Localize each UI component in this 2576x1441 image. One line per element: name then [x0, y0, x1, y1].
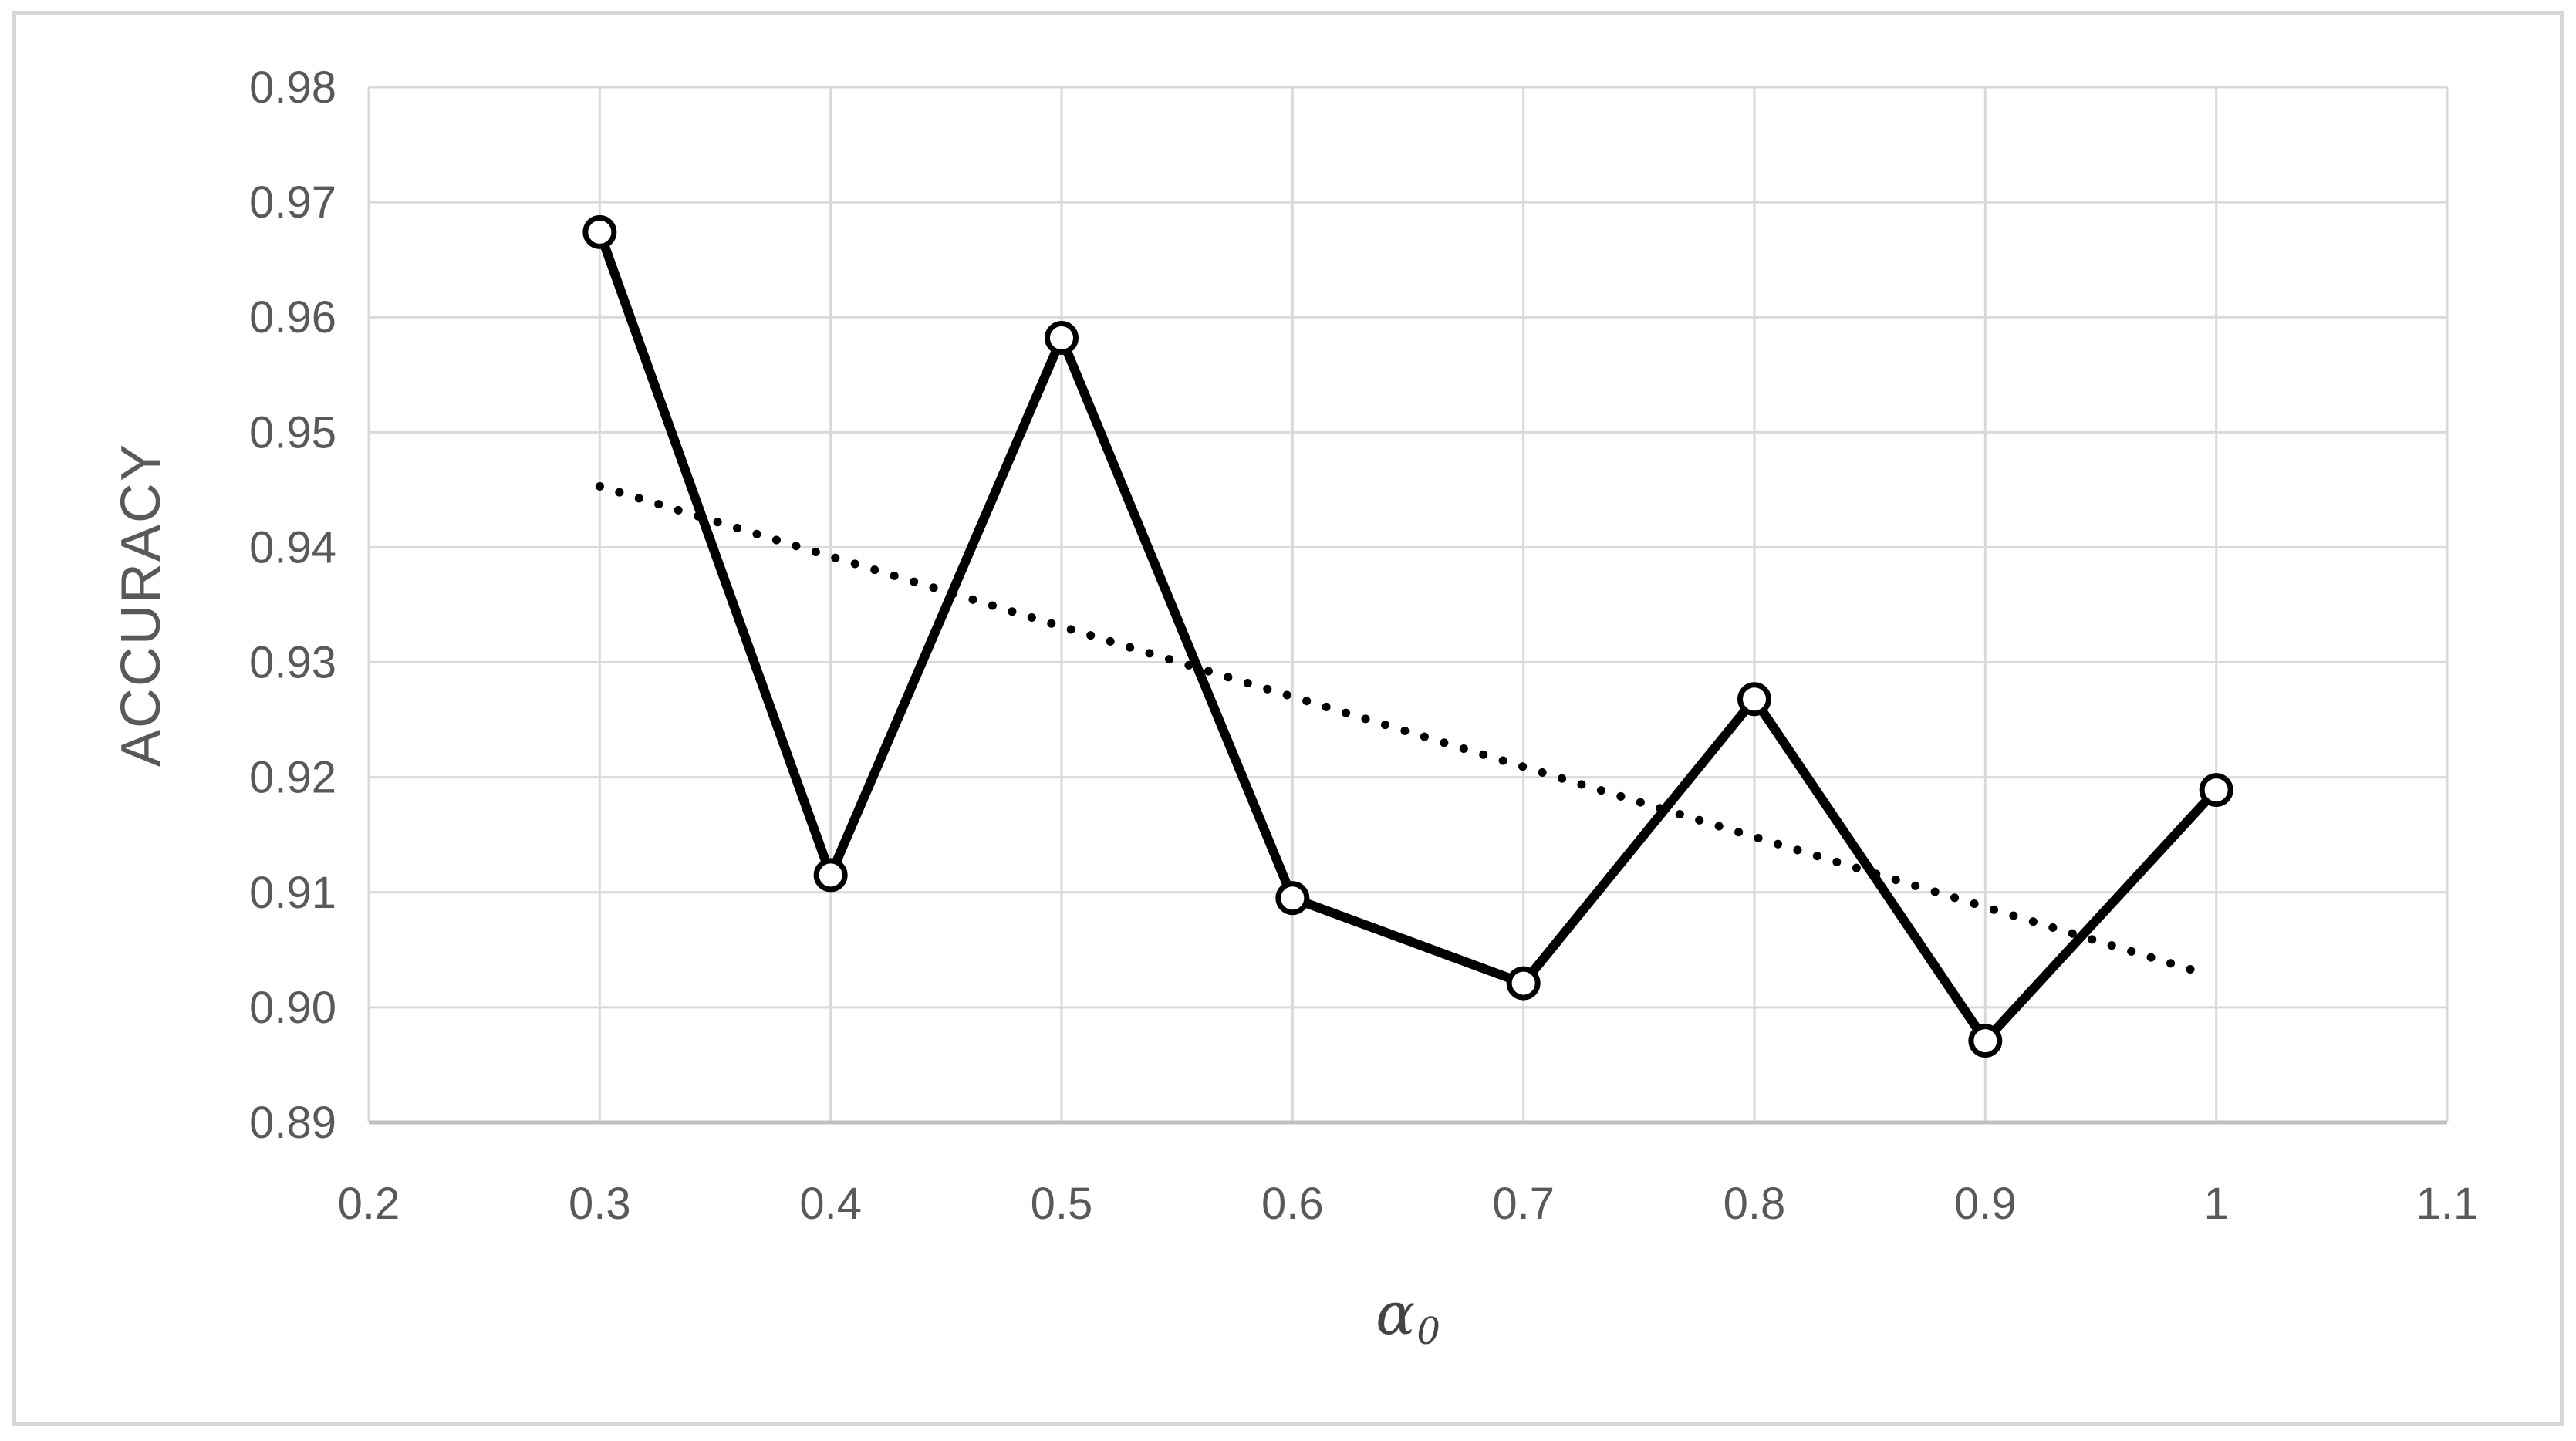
y-tick-label: 0.93	[249, 638, 336, 688]
x-axis-title-subscript: 0	[1416, 1310, 1440, 1354]
series-marker	[1737, 682, 1771, 717]
x-axis-title-alpha: α	[1376, 1278, 1416, 1348]
y-tick-label: 0.92	[249, 753, 336, 803]
y-tick-label: 0.91	[249, 868, 336, 918]
y-tick-label: 0.97	[249, 177, 336, 228]
y-tick-label: 0.94	[249, 522, 336, 572]
x-tick-label: 0.5	[1031, 1179, 1093, 1229]
y-tick-label: 0.90	[249, 983, 336, 1033]
y-tick-label: 0.89	[249, 1098, 336, 1148]
y-tick-label: 0.95	[249, 407, 336, 457]
x-tick-label: 0.7	[1492, 1179, 1555, 1229]
x-tick-label: 1	[2204, 1179, 2229, 1229]
series-marker	[2199, 773, 2233, 808]
series-marker	[582, 214, 617, 249]
trendline-dotted	[595, 481, 2212, 979]
y-tick-label: 0.96	[249, 292, 336, 343]
x-tick-label: 1.1	[2416, 1179, 2479, 1229]
series-marker	[813, 858, 848, 893]
series-marker	[1968, 1024, 2003, 1058]
y-axis-title: ACCURACY	[110, 442, 172, 768]
series-marker	[1045, 321, 1079, 356]
y-tick-label: 0.98	[249, 62, 336, 113]
x-axis-title: α0	[1376, 1279, 1440, 1353]
x-tick-label: 0.3	[569, 1179, 631, 1229]
x-tick-label: 0.9	[1954, 1179, 2017, 1229]
x-tick-label: 0.6	[1261, 1179, 1324, 1229]
x-tick-label: 0.2	[338, 1179, 400, 1229]
series-marker	[1275, 881, 1310, 916]
x-tick-label: 0.4	[799, 1179, 862, 1229]
series-line	[595, 227, 2221, 1046]
series-marker	[1506, 966, 1541, 1001]
x-tick-label: 0.8	[1724, 1179, 1786, 1229]
